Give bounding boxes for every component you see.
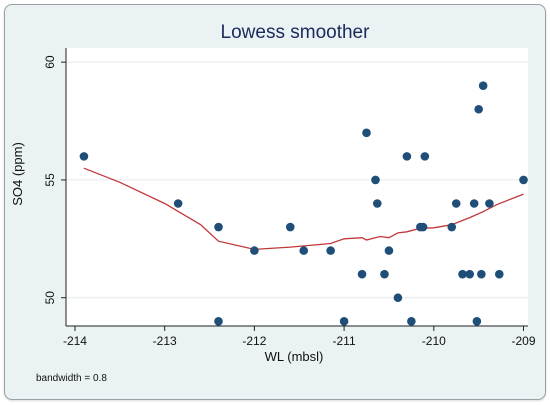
data-point xyxy=(393,293,403,303)
data-point xyxy=(420,152,430,161)
data-point xyxy=(477,269,486,279)
data-point xyxy=(214,222,223,232)
data-point xyxy=(362,128,371,138)
data-point xyxy=(79,152,89,161)
lowess-line xyxy=(83,167,524,251)
data-point xyxy=(250,246,259,255)
data-point xyxy=(372,199,382,208)
data-point xyxy=(371,175,380,185)
x-tick-label: -212 xyxy=(242,334,266,348)
data-point xyxy=(447,222,457,232)
x-tick-label: -213 xyxy=(153,334,177,348)
x-tick-label: -214 xyxy=(63,334,87,348)
data-point xyxy=(494,269,504,279)
data-point xyxy=(469,199,479,208)
x-tick-label: -210 xyxy=(422,334,446,348)
data-point xyxy=(339,316,349,326)
data-point xyxy=(326,246,335,255)
data-point xyxy=(418,222,428,232)
data-point xyxy=(407,316,416,326)
chart-marks xyxy=(79,81,528,326)
data-point xyxy=(299,246,309,255)
data-point xyxy=(478,81,488,90)
grid-lines xyxy=(66,61,528,299)
y-tick-label: 50 xyxy=(43,291,57,305)
y-tick-label: 55 xyxy=(43,173,57,187)
data-point xyxy=(451,199,461,208)
data-point xyxy=(402,152,412,161)
plot-area xyxy=(66,48,528,326)
x-tick-label: -211 xyxy=(333,334,356,348)
data-point xyxy=(285,222,295,232)
data-point xyxy=(173,199,183,208)
data-point xyxy=(384,246,394,255)
axes: -214 -213 -212 -211 -210 -209 50 55 60 xyxy=(43,48,536,348)
y-tick-label: 60 xyxy=(43,55,57,69)
data-point xyxy=(474,104,483,114)
bandwidth-note: bandwidth = 0.8 xyxy=(36,373,107,384)
data-point xyxy=(519,175,528,185)
data-point xyxy=(458,269,467,279)
x-tick-label: -209 xyxy=(511,334,535,348)
x-axis-label: WL (mbsl) xyxy=(265,349,324,364)
y-axis-label: SO4 (ppm) xyxy=(10,142,25,206)
data-point xyxy=(485,199,494,208)
data-point xyxy=(380,269,389,279)
data-point xyxy=(214,316,223,326)
data-point xyxy=(465,269,474,279)
chart-title: Lowess smoother xyxy=(221,22,371,43)
data-point xyxy=(357,269,367,279)
data-point xyxy=(472,316,482,326)
